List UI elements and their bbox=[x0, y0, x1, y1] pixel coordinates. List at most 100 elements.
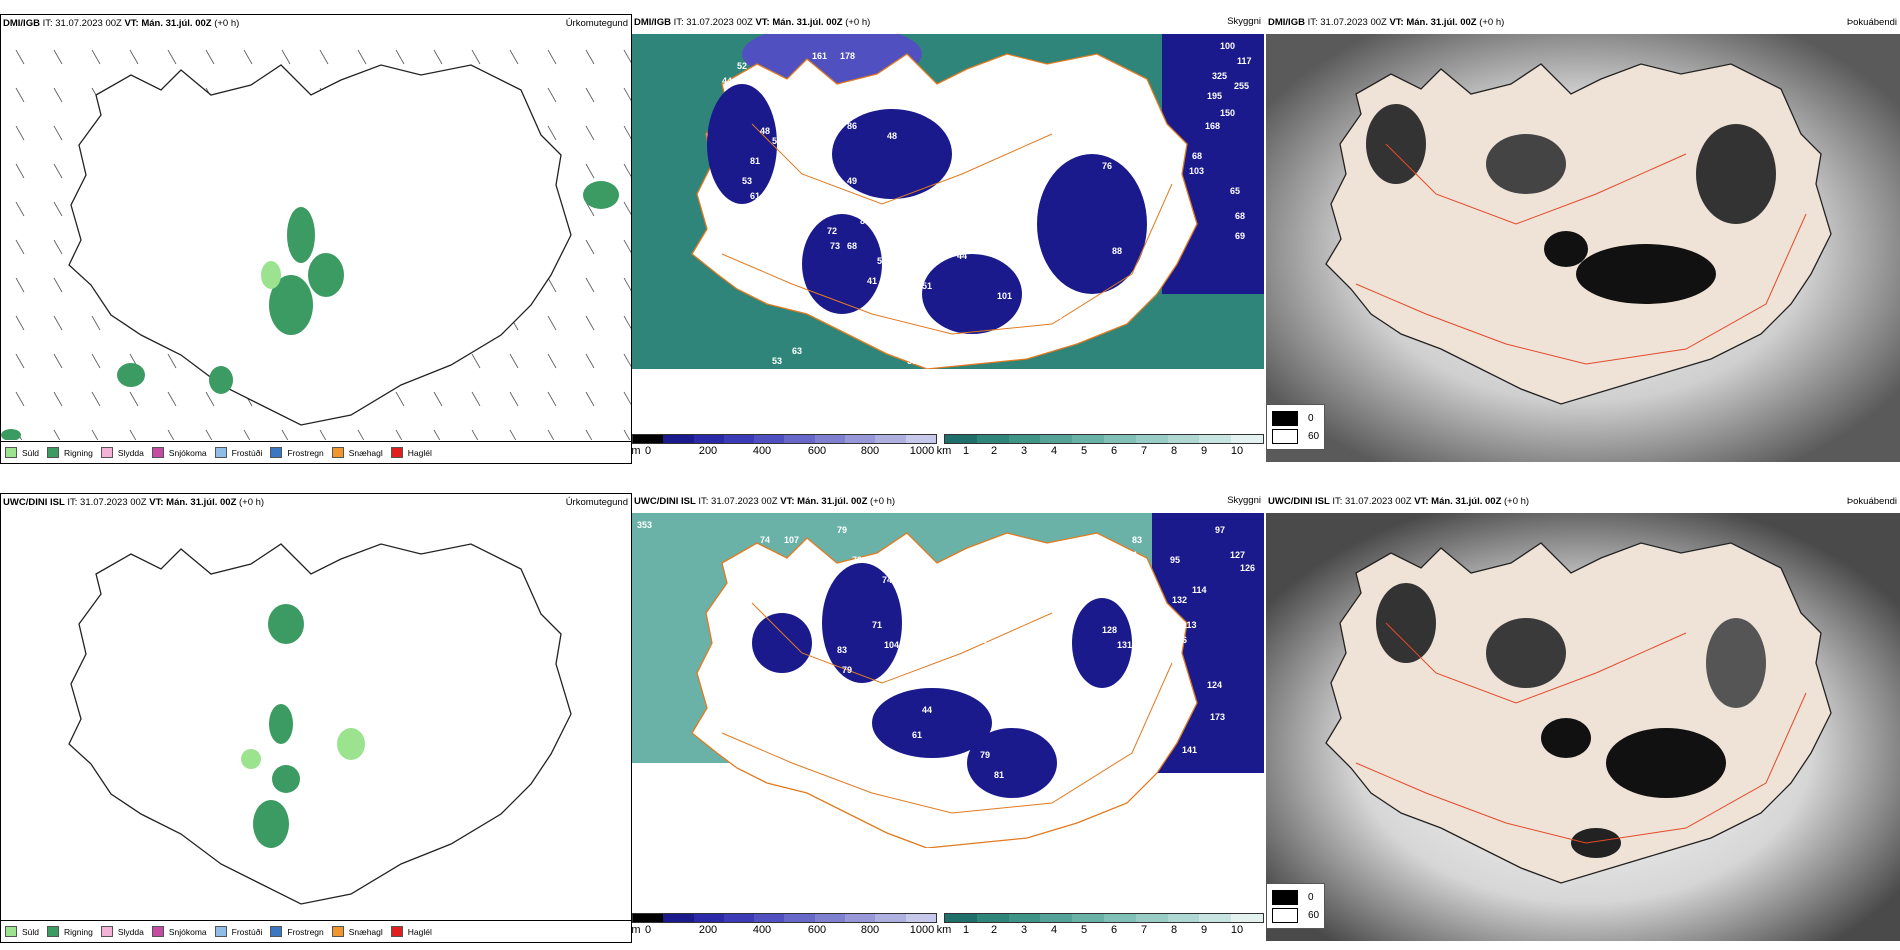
visibility-scale: km 1 2 3 4 5 6 7 8 9 10 bbox=[937, 913, 1264, 941]
legend-label: Snæhagl bbox=[348, 447, 383, 458]
wind-barb bbox=[585, 277, 595, 293]
value-label: 51 bbox=[922, 281, 932, 291]
wind-barb bbox=[129, 49, 139, 65]
tick-label: 600 bbox=[807, 445, 827, 457]
value-label: 100 bbox=[1032, 715, 1047, 725]
value-label: 68 bbox=[1192, 151, 1202, 161]
value-label: 71 bbox=[872, 620, 882, 630]
tick-label: 400 bbox=[752, 924, 772, 936]
value-label: 44 bbox=[922, 705, 932, 715]
wind-barb bbox=[585, 353, 595, 369]
wind-barb bbox=[15, 391, 25, 407]
value-label: 73 bbox=[830, 241, 840, 251]
value-label: 95 bbox=[1170, 555, 1180, 565]
legend-label: Súld bbox=[22, 926, 40, 937]
value-label: 86 bbox=[847, 121, 857, 131]
value-label: 65 bbox=[1052, 311, 1062, 321]
legend-label: Rigning bbox=[64, 926, 93, 937]
wind-barb bbox=[547, 87, 557, 103]
legend-label: Slydda bbox=[117, 926, 144, 937]
wind-barb bbox=[167, 429, 175, 440]
valid-time: Mán. 31.júl. 00Z bbox=[166, 497, 237, 508]
tick-label: 1000 bbox=[909, 445, 935, 457]
tick-label: 200 bbox=[698, 924, 718, 936]
tick-label: 1000 bbox=[909, 924, 935, 936]
issue-time: IT: 31.07.2023 00Z bbox=[698, 496, 778, 507]
legend-item: Snjókoma bbox=[151, 447, 207, 458]
wind-barb bbox=[15, 201, 25, 217]
fog-legend-swatch bbox=[1272, 889, 1298, 905]
wind-barb bbox=[433, 429, 441, 440]
fog-legend: 0 60 bbox=[1266, 404, 1326, 450]
value-label: 63 bbox=[1142, 116, 1152, 126]
model-name: UWC/DINI ISL bbox=[3, 497, 65, 508]
legend-swatch bbox=[331, 926, 344, 937]
wind-barb bbox=[357, 429, 365, 440]
wind-barb bbox=[509, 49, 519, 65]
tick-label: 9 bbox=[1200, 445, 1208, 457]
wind-barb bbox=[319, 49, 329, 65]
value-label: 52 bbox=[877, 256, 887, 266]
visibility-title: Skyggni bbox=[1227, 16, 1261, 27]
cloud-panel-row1: DMI/IGB IT: 31.07.2023 00Z VT: Mán. 31.j… bbox=[632, 14, 1264, 462]
value-label: 83 bbox=[1132, 535, 1142, 545]
wind-barb bbox=[91, 315, 101, 331]
value-label: 107 bbox=[784, 535, 799, 545]
tick-label: 8 bbox=[1170, 445, 1178, 457]
fog-header: DMI/IGB IT: 31.07.2023 00Z VT: Mán. 31.j… bbox=[1268, 17, 1504, 28]
legend-swatch bbox=[214, 926, 227, 937]
legend-swatch bbox=[151, 447, 164, 458]
wind-barb bbox=[623, 125, 631, 140]
valid-time: Mán. 31.júl. 00Z bbox=[1406, 17, 1477, 28]
wind-barb bbox=[433, 391, 443, 407]
wind-barb bbox=[471, 391, 481, 407]
value-label: 41 bbox=[867, 276, 877, 286]
valid-time-label: VT: bbox=[780, 496, 795, 507]
fog-header: UWC/DINI ISL IT: 31.07.2023 00Z VT: Mán.… bbox=[1268, 496, 1529, 507]
valid-time-label: VT: bbox=[1414, 496, 1429, 507]
wind-barb bbox=[509, 391, 519, 407]
issue-time: IT: 31.07.2023 00Z bbox=[673, 17, 753, 28]
value-label: 114 bbox=[1192, 585, 1207, 595]
wind-barb bbox=[547, 429, 555, 440]
fog-index-map bbox=[1266, 513, 1900, 941]
legend-swatch bbox=[214, 447, 227, 458]
legend-swatch bbox=[390, 926, 403, 937]
legend-label: Haglél bbox=[407, 447, 432, 458]
cloud-base-scale: m 0 200 400 600 800 1000 bbox=[632, 913, 937, 941]
legend-swatch bbox=[100, 926, 113, 937]
value-label: 195 bbox=[1207, 91, 1222, 101]
value-label: 73 bbox=[977, 635, 987, 645]
wind-barb bbox=[15, 353, 25, 369]
wind-barb bbox=[53, 87, 63, 103]
tick-label: 8 bbox=[1170, 924, 1178, 936]
fog-legend: 0 60 bbox=[1266, 883, 1326, 929]
legend-label: Frostregn bbox=[287, 447, 324, 458]
fog-legend-label: 60 bbox=[1308, 430, 1320, 442]
value-label: 74 bbox=[882, 575, 892, 585]
value-label: 117 bbox=[1237, 56, 1252, 66]
wind-barb bbox=[623, 429, 631, 440]
roads bbox=[721, 602, 1173, 814]
legend-swatch bbox=[270, 926, 283, 937]
wind-barb bbox=[15, 277, 25, 293]
cloud-visibility-map: 353 74 107 79 97 127 126 83 94 95 72 79 … bbox=[632, 513, 1264, 848]
tick-label: 7 bbox=[1140, 445, 1148, 457]
tick-label: 10 bbox=[1230, 924, 1244, 936]
tick-label: 3 bbox=[1020, 445, 1028, 457]
fog-legend-label: 60 bbox=[1308, 909, 1320, 921]
fog-legend-label: 0 bbox=[1308, 891, 1314, 903]
value-label: 79 bbox=[837, 525, 847, 535]
tick-label: 800 bbox=[860, 924, 880, 936]
wind-barb bbox=[585, 163, 595, 179]
cloud-base-colorbar bbox=[632, 913, 937, 923]
cloud-base-ticks: m 0 200 400 600 800 1000 bbox=[632, 923, 937, 937]
legend-item: Snæhagl bbox=[331, 447, 383, 458]
wind-barb bbox=[585, 239, 595, 255]
legend-swatch bbox=[100, 447, 113, 458]
legend-label: Snæhagl bbox=[348, 926, 383, 937]
wind-barb bbox=[53, 315, 63, 331]
value-label: 52 bbox=[737, 61, 747, 71]
value-label: 150 bbox=[1220, 108, 1235, 118]
value-label: 51 bbox=[772, 136, 782, 146]
